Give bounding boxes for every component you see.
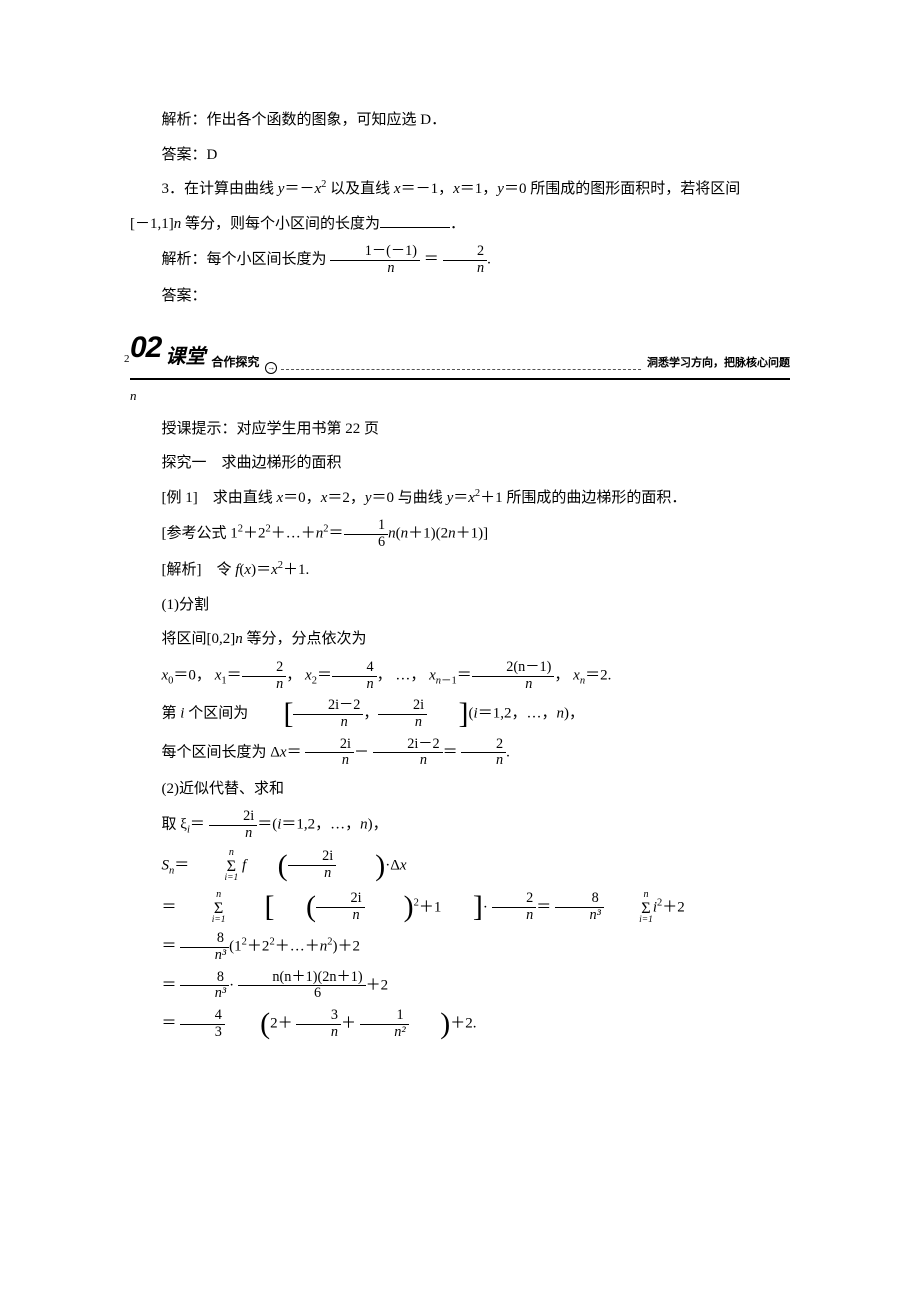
banner-number: 02 <box>130 319 161 376</box>
analysis-text: 解析：作出各个函数的图象，可知应选 D． <box>130 106 790 135</box>
question-3-cont: [－1,1]n 等分，则每个小区间的长度为． <box>130 210 790 239</box>
banner-below-n: n <box>130 384 790 409</box>
interval-length: 每个区间长度为 Δx＝ 2in－ 2i－2n＝ 2n. <box>130 737 790 769</box>
solution-start: [解析] 令 f(x)＝x2＋1. <box>130 556 790 585</box>
sn-line5: ＝ 43 (2＋ 3n＋ 1n²)＋2. <box>130 1008 790 1040</box>
reference-formula: [参考公式 12＋22＋…＋n2＝16n(n＋1)(2n＋1)] <box>130 518 790 550</box>
explore-title: 探究一 求曲边梯形的面积 <box>130 449 790 478</box>
sn-line2: ＝ nΣi=1 [(2in )2＋1]· 2n＝ 8n³ nΣi=1i2＋2 <box>130 890 790 926</box>
banner-subtitle: 合作探究 <box>211 351 259 374</box>
sn-line3: ＝ 8n³(12＋22＋…＋n2)＋2 <box>130 931 790 963</box>
analysis-frac: 解析：每个小区间长度为 1－(－1)n ＝ 2n. <box>130 244 790 276</box>
blank-field <box>380 213 450 228</box>
banner-divider <box>281 369 641 370</box>
banner-right-text: 洞悉学习方向，把脉核心问题 <box>647 353 790 374</box>
answer-d: 答案：D <box>130 141 790 170</box>
interval-i: 第 i 个区间为 [2i－2n，2in](i＝1,2，…，n)， <box>130 698 790 730</box>
xi-def: 取 ξi＝ 2in＝(i＝1,2，…，n)， <box>130 809 790 841</box>
partition-points: x0＝0， x1＝2n， x2＝4n， …， xn－1＝2(n－1)n， xn＝… <box>130 660 790 692</box>
banner-title: 课堂 <box>165 338 205 376</box>
section-banner: 2 02 课堂 合作探究 → 洞悉学习方向，把脉核心问题 <box>130 319 790 380</box>
answer-label: 答案： <box>130 282 790 311</box>
question-3: 3．在计算由曲线 y＝－x2 以及直线 x＝－1，x＝1，y＝0 所围成的图形面… <box>130 175 790 204</box>
banner-icon: → <box>265 362 277 374</box>
teaching-hint: 授课提示：对应学生用书第 22 页 <box>130 415 790 444</box>
step-2-title: (2)近似代替、求和 <box>130 775 790 804</box>
step-1-title: (1)分割 <box>130 591 790 620</box>
example-1: [例 1] 求由直线 x＝0，x＝2，y＝0 与曲线 y＝x2＋1 所围成的曲边… <box>130 484 790 513</box>
sn-line4: ＝ 8n³· n(n＋1)(2n＋1)6＋2 <box>130 970 790 1002</box>
banner-left-number: 2 <box>124 349 130 370</box>
sn-line1: Sn＝ nΣi=1 f(2in )·Δx <box>130 848 790 884</box>
step-1-desc: 将区间[0,2]n 等分，分点依次为 <box>130 625 790 654</box>
